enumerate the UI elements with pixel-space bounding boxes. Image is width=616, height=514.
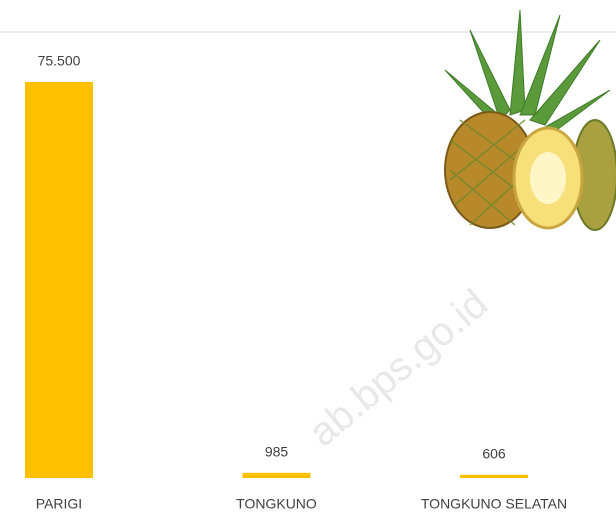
bar xyxy=(242,472,311,478)
pineapple-illustration xyxy=(444,9,616,231)
value-label: 606 xyxy=(482,446,506,462)
x-tick-label: TONGKUNO SELATAN xyxy=(421,496,567,512)
bar xyxy=(25,82,93,478)
watermark: ab.bps.go.id xyxy=(301,281,496,455)
bar xyxy=(460,474,528,478)
value-label: 75.500 xyxy=(38,53,81,69)
value-label: 985 xyxy=(265,444,289,460)
x-tick-label: TONGKUNO xyxy=(236,496,317,512)
x-tick-label: PARIGI xyxy=(36,496,82,512)
